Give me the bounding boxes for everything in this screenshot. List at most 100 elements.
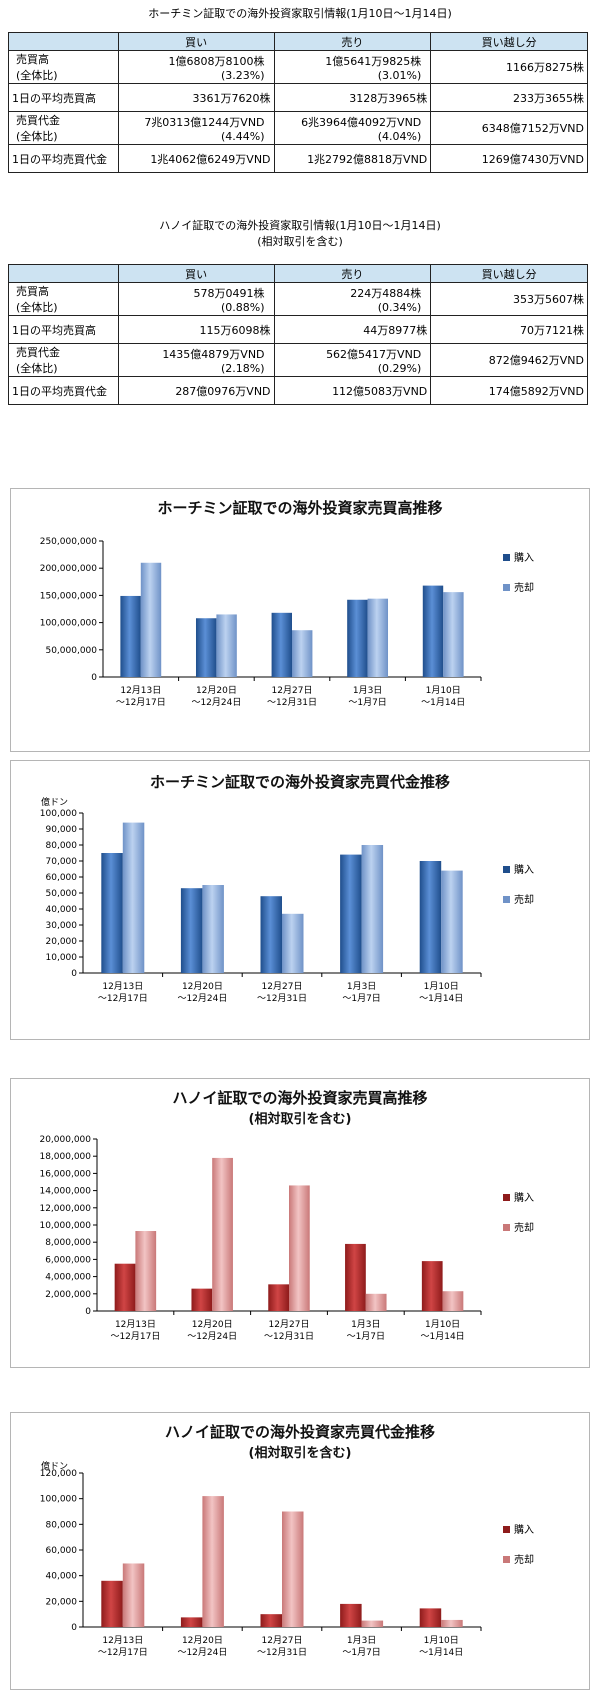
category-label: 12月20日	[182, 1635, 223, 1646]
category-label: ～12月31日	[264, 1331, 314, 1342]
legend-swatch-sell	[503, 584, 510, 591]
bar-sell	[122, 1563, 145, 1627]
hn-value-chart-svg: ハノイ証取での海外投資家売買代金推移 (相対取引を含む) 億ドン 0 20,000 40,…	[40, 1423, 534, 1658]
y-tick-label: 18,000,000	[39, 1152, 91, 1162]
hn-table-subtitle: (相対取引を含む)	[257, 235, 343, 248]
legend-swatch-sell	[503, 1224, 510, 1231]
y-tick-label: 80,000	[46, 841, 78, 851]
row-label: 1日の平均売買代金	[8, 144, 119, 173]
chart-title: ハノイ証取での海外投資家売買代金推移	[165, 1423, 435, 1441]
legend-swatch-sell	[503, 1556, 510, 1563]
y-unit-label: 億ドン	[41, 1460, 68, 1472]
header-cell: 買い越し分	[430, 264, 588, 283]
y-tick-label: 150,000,000	[40, 591, 98, 601]
sell-cell: 1兆2792億8818万VND	[273, 144, 432, 173]
category-label: ～12月17日	[110, 1331, 160, 1342]
table-row: 売買代金 (全体比) 7兆0313億1244万VND (4.44%) 6兆3964億…	[8, 111, 588, 145]
legend-label: 売却	[514, 1221, 534, 1234]
net-cell: 6348億7152万VND	[430, 111, 588, 145]
hcm-volume-chart: ホーチミン証取での海外投資家売買高推移 0 50,000,000 100,000,00…	[10, 488, 590, 752]
y-tick-label: 0	[85, 1307, 91, 1317]
bar-buy	[271, 612, 292, 677]
bar-buy	[101, 1580, 123, 1627]
chart-title: ホーチミン証取での海外投資家売買高推移	[157, 499, 442, 517]
row-label: 1日の平均売買高	[8, 83, 119, 112]
category-label: ～1月14日	[419, 993, 463, 1004]
y-tick-label: 50,000	[46, 889, 78, 899]
category-label: 12月27日	[272, 685, 313, 696]
category-label: 12月13日	[102, 1635, 143, 1646]
header-cell: 買い越し分	[430, 32, 588, 51]
category-label: ～12月17日	[116, 697, 166, 708]
bar-sell	[202, 885, 224, 973]
y-tick-label: 60,000	[46, 873, 78, 883]
category-label: ～12月17日	[98, 993, 148, 1004]
legend-label: 購入	[514, 551, 534, 564]
category-label: 1月3日	[347, 981, 376, 992]
y-tick-label: 70,000	[46, 857, 78, 867]
y-tick-label: 80,000	[46, 1520, 78, 1530]
bar-sell	[282, 1511, 304, 1627]
row-label: 売買高 (全体比)	[8, 282, 119, 316]
sell-cell: 6兆3964億4092万VND (4.04%)	[273, 111, 432, 145]
category-label: 1月3日	[353, 685, 382, 696]
hcm-volume-chart-svg: ホーチミン証取での海外投資家売買高推移 0 50,000,000 100,000,00…	[40, 499, 534, 708]
buy-cell: 287億0976万VND	[117, 376, 275, 405]
sell-cell: 562億5417万VND (0.29%)	[273, 343, 432, 377]
legend-label: 売却	[514, 581, 534, 594]
legend-label: 購入	[514, 863, 534, 876]
category-label: 12月20日	[182, 981, 223, 992]
buy-cell: 3361万7620株	[117, 83, 275, 112]
category-label: ～12月24日	[187, 1331, 237, 1342]
y-tick-label: 40,000	[46, 1572, 78, 1582]
bar-buy	[419, 1608, 442, 1627]
bar-sell	[202, 1496, 224, 1627]
y-tick-label: 200,000,000	[40, 564, 98, 574]
y-tick-label: 120,000	[40, 1469, 77, 1479]
y-tick-label: 20,000,000	[39, 1135, 91, 1145]
y-tick-label: 40,000	[46, 905, 78, 915]
legend-label: 購入	[514, 1523, 534, 1536]
bar-sell	[361, 845, 384, 973]
bar-sell	[289, 1185, 310, 1311]
chart-title: ホーチミン証取での海外投資家売買代金推移	[150, 773, 450, 791]
y-tick-label: 20,000	[46, 937, 78, 947]
y-tick-label: 100,000,000	[40, 619, 98, 629]
hcm-value-chart: ホーチミン証取での海外投資家売買代金推移 億ドン 0 10,000 20,000 30,0…	[10, 760, 590, 1040]
y-tick-label: 0	[71, 969, 77, 979]
bar-buy	[120, 595, 141, 677]
bar-sell	[443, 592, 464, 677]
category-label: ～12月17日	[98, 1647, 148, 1658]
row-label: 売買高 (全体比)	[8, 50, 119, 84]
category-label: 1月10日	[424, 981, 459, 992]
bar-buy	[421, 1261, 443, 1311]
bar-sell	[441, 1619, 463, 1627]
bar-sell	[367, 598, 389, 677]
table-row: 1日の平均売買高 3361万7620株 3128万3965株 233万3655株	[8, 83, 588, 112]
category-label: 12月20日	[192, 1319, 233, 1330]
bar-sell	[365, 1293, 387, 1311]
y-tick-label: 60,000	[46, 1546, 78, 1556]
sell-cell: 224万4884株 (0.34%)	[273, 282, 432, 316]
header-cell	[8, 264, 119, 283]
category-label: 12月27日	[262, 981, 303, 992]
table-header-row: 買い 売り 買い越し分	[8, 32, 588, 51]
bar-buy	[180, 888, 203, 973]
category-label: ～12月24日	[191, 697, 241, 708]
row-label: 1日の平均売買代金	[8, 376, 119, 405]
table-row: 1日の平均売買代金 287億0976万VND 112億5083万VND 174億…	[8, 376, 588, 405]
bar-sell	[140, 562, 162, 677]
y-tick-label: 10,000	[46, 953, 78, 963]
legend-swatch-buy	[503, 866, 510, 873]
sell-cell: 44万8977株	[273, 315, 432, 344]
bar-buy	[101, 853, 123, 973]
category-label: ～1月14日	[419, 1647, 463, 1658]
category-label: ～1月7日	[342, 993, 380, 1004]
y-tick-label: 30,000	[46, 921, 78, 931]
y-tick-label: 10,000,000	[39, 1221, 91, 1231]
bar-sell	[282, 913, 304, 973]
bar-buy	[195, 618, 217, 677]
table-row: 売買高 (全体比) 1億6808万8100株 (3.23%) 1億5641万9825…	[8, 50, 588, 84]
y-tick-label: 90,000	[46, 825, 78, 835]
category-label: 12月27日	[269, 1319, 310, 1330]
